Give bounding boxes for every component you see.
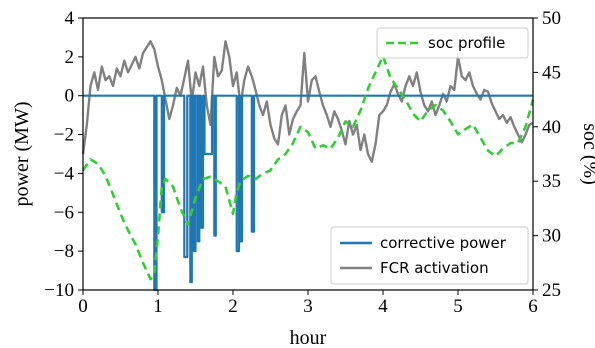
y-axis-right-title: soc (%) [579,123,595,185]
x-tick-label: 6 [528,296,538,317]
legend-power: corrective power FCR activation [330,226,529,285]
x-axis: 0 1 2 3 4 5 6 [78,290,538,317]
x-tick-label: 2 [228,296,238,317]
y-tick-label: −8 [54,241,74,262]
y-axis-left-title: power (MW) [11,102,33,207]
y2-tick-label: 45 [542,62,561,83]
y-axis-left: −10 −8 −6 −4 −2 0 2 4 [44,8,83,301]
legend-label-fcr: FCR activation [380,259,489,277]
y2-tick-label: 40 [542,117,561,138]
x-tick-label: 1 [153,296,163,317]
x-tick-label: 5 [453,296,463,317]
y-axis-right: 25 30 35 40 45 50 [533,8,561,301]
y2-tick-label: 35 [542,171,561,192]
x-tick-label: 4 [378,296,388,317]
y-tick-label: −6 [54,202,74,223]
x-tick-label: 0 [78,296,88,317]
y2-tick-label: 30 [542,226,561,247]
legend-label-corrective: corrective power [380,234,507,252]
x-tick-label: 3 [303,296,313,317]
y-tick-label: −2 [54,125,74,146]
x-axis-title: hour [290,327,327,348]
y-tick-label: 4 [65,8,75,29]
series-line-soc-profile [81,54,535,281]
y-tick-label: 2 [65,47,75,68]
y-tick-label: 0 [65,86,75,107]
legend-power-box [330,226,529,285]
legend-label-soc: soc profile [428,34,505,52]
y2-tick-label: 25 [542,280,561,301]
y-tick-label: −4 [54,163,75,184]
y2-tick-label: 50 [542,8,561,29]
series-line-corrective-power [83,94,533,292]
legend-soc-box [376,27,529,59]
legend-soc: soc profile [376,27,529,59]
y-tick-label: −10 [44,280,74,301]
